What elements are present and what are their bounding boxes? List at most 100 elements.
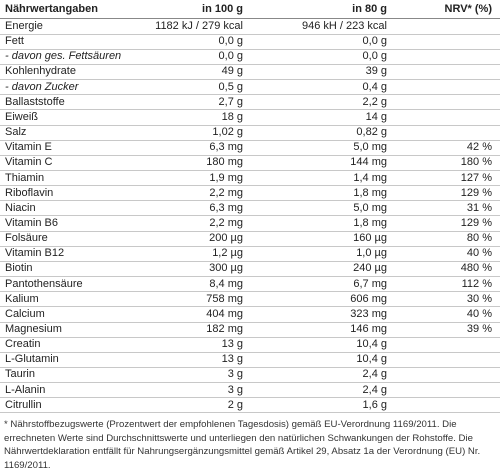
value-80g: 323 mg <box>350 307 387 320</box>
value-100g: 1182 kJ / 279 kcal <box>155 20 243 32</box>
row-rule <box>0 215 500 217</box>
value-nrv: 129 % <box>460 186 492 199</box>
value-nrv: 112 % <box>461 277 492 290</box>
header-cell: in 80 g <box>352 3 387 15</box>
value-80g: 1,8 mg <box>353 186 387 199</box>
value-nrv: 127 % <box>460 171 492 184</box>
value-nrv: 40 % <box>466 307 492 320</box>
row-rule <box>0 154 500 156</box>
value-100g: 404 mg <box>206 307 243 320</box>
row-rule <box>0 79 500 81</box>
row-label: Vitamin B12 <box>5 247 65 260</box>
row-label: Biotin <box>5 262 33 275</box>
value-80g: 6,7 mg <box>353 277 387 290</box>
row-label: Citrullin <box>5 398 42 411</box>
row-label: Eiweiß <box>5 110 39 123</box>
value-80g: 0,4 g <box>362 80 387 93</box>
value-nrv: 40 % <box>466 247 492 260</box>
row-label: Pantothensäure <box>5 277 83 290</box>
row-rule <box>0 276 500 278</box>
row-rule <box>0 48 500 50</box>
value-80g: 2,2 g <box>362 95 387 108</box>
row-label: Niacin <box>5 201 36 214</box>
value-100g: 1,9 mg <box>209 171 243 184</box>
row-rule <box>0 351 500 353</box>
row-rule <box>0 170 500 171</box>
value-nrv: 480 % <box>460 262 492 275</box>
value-nrv: 80 % <box>466 232 492 245</box>
value-80g: 2,4 g <box>362 368 387 381</box>
value-100g: 1,2 µg <box>212 247 243 260</box>
row-label: Taurin <box>5 368 35 381</box>
value-100g: 49 g <box>221 65 243 78</box>
value-80g: 10,4 g <box>356 338 387 351</box>
row-label: Salz <box>5 126 27 139</box>
row-label: Creatin <box>5 338 41 351</box>
value-80g: 0,0 g <box>362 50 387 63</box>
header-cell: NRV* (%) <box>444 3 492 15</box>
value-80g: 946 kH / 223 kcal <box>302 20 387 32</box>
value-100g: 758 mg <box>206 292 243 305</box>
row-rule <box>0 382 500 384</box>
value-80g: 1,8 mg <box>353 216 387 229</box>
row-rule <box>0 306 500 308</box>
row-rule <box>0 109 500 111</box>
value-100g: 2 g <box>227 398 243 411</box>
row-rule <box>0 94 500 96</box>
value-100g: 180 mg <box>206 156 243 169</box>
value-80g: 146 mg <box>350 323 387 335</box>
row-label: Fett <box>5 35 24 48</box>
value-100g: 0,0 g <box>218 50 243 63</box>
value-80g: 0,82 g <box>356 126 387 139</box>
row-label: Energie <box>5 20 43 32</box>
row-label: Vitamin B6 <box>5 216 58 229</box>
row-label: - davon Zucker <box>5 80 79 93</box>
value-nrv: 30 % <box>466 292 492 305</box>
row-rule <box>0 336 500 338</box>
row-label: Riboflavin <box>5 186 54 199</box>
row-rule <box>0 185 500 187</box>
value-100g: 13 g <box>221 353 243 366</box>
value-nrv: 39 % <box>466 323 492 335</box>
row-rule <box>0 200 500 202</box>
value-100g: 6,3 mg <box>209 141 243 154</box>
row-rule <box>0 139 500 141</box>
footnote: * Nährstoffbezugswerte (Prozentwert der … <box>4 419 481 471</box>
row-label: L-Glutamin <box>5 353 59 366</box>
row-label: Kohlenhydrate <box>5 65 76 78</box>
value-nrv: 42 % <box>466 141 492 154</box>
value-nrv: 180 % <box>460 156 492 169</box>
value-100g: 300 µg <box>209 262 243 275</box>
value-100g: 3 g <box>227 368 243 381</box>
row-rule <box>0 260 500 262</box>
row-rule <box>0 124 500 126</box>
row-label: Ballaststoffe <box>5 95 65 108</box>
value-80g: 606 mg <box>350 292 387 305</box>
row-rule <box>0 412 500 414</box>
value-80g: 0,0 g <box>362 35 387 48</box>
value-80g: 144 mg <box>350 156 387 169</box>
value-100g: 1,02 g <box>212 126 243 139</box>
value-100g: 182 mg <box>206 323 243 335</box>
row-rule <box>0 230 500 232</box>
value-80g: 5,0 mg <box>353 141 387 154</box>
value-100g: 18 g <box>221 110 243 123</box>
value-100g: 200 µg <box>209 232 243 245</box>
value-80g: 1,6 g <box>362 398 387 411</box>
value-100g: 3 g <box>227 383 243 396</box>
value-nrv: 129 % <box>460 216 492 229</box>
row-rule <box>0 366 500 368</box>
row-label: Kalium <box>5 292 39 305</box>
value-100g: 0,5 g <box>218 80 243 93</box>
value-80g: 14 g <box>365 110 387 123</box>
row-label: - davon ges. Fettsäuren <box>5 50 122 63</box>
value-80g: 39 g <box>365 65 387 78</box>
value-100g: 2,2 mg <box>209 186 243 199</box>
value-80g: 1,0 µg <box>356 247 387 260</box>
row-rule <box>0 245 500 247</box>
value-100g: 8,4 mg <box>209 277 243 290</box>
value-nrv: 31 % <box>466 201 492 214</box>
row-label: Vitamin E <box>5 141 52 154</box>
header-cell: in 100 g <box>202 3 243 15</box>
